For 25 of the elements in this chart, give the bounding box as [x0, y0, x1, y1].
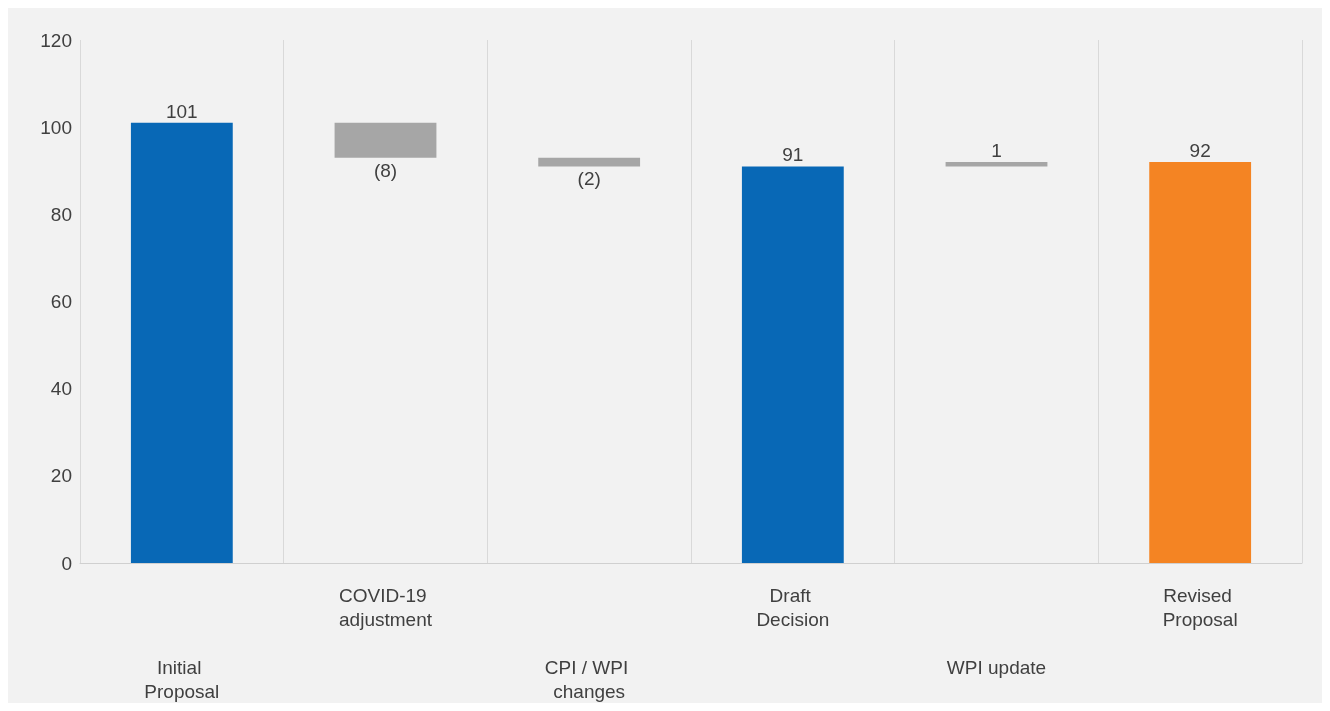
x-tick-label: Draft Decision: [756, 584, 830, 630]
y-tick-label: 0: [61, 552, 72, 574]
data-label: 101: [165, 100, 198, 122]
bar: [334, 122, 437, 158]
x-tick-label: COVID-19 adjustment: [339, 584, 433, 630]
data-label: 92: [1189, 140, 1211, 162]
x-tick-label: Initial Proposal: [144, 656, 220, 702]
bar: [945, 162, 1048, 167]
x-tick-label: CPI / WPI changes: [544, 656, 634, 702]
y-tick-label: 60: [50, 291, 72, 312]
data-label: 1: [991, 140, 1002, 162]
bar: [741, 166, 844, 563]
y-tick-label: 80: [50, 203, 72, 225]
y-tick-label: 40: [50, 378, 72, 400]
bar: [130, 122, 233, 563]
data-label: (2): [577, 168, 601, 190]
x-tick-label: Revised Proposal: [1162, 584, 1238, 630]
data-label: 91: [782, 144, 804, 166]
x-tick-label: WPI update: [946, 656, 1047, 678]
y-tick-label: 100: [40, 116, 72, 138]
bar: [1149, 162, 1252, 563]
bar: [538, 157, 641, 167]
y-tick-label: 20: [50, 465, 72, 487]
data-label: (8): [373, 159, 398, 181]
y-tick-label: 120: [40, 29, 72, 51]
